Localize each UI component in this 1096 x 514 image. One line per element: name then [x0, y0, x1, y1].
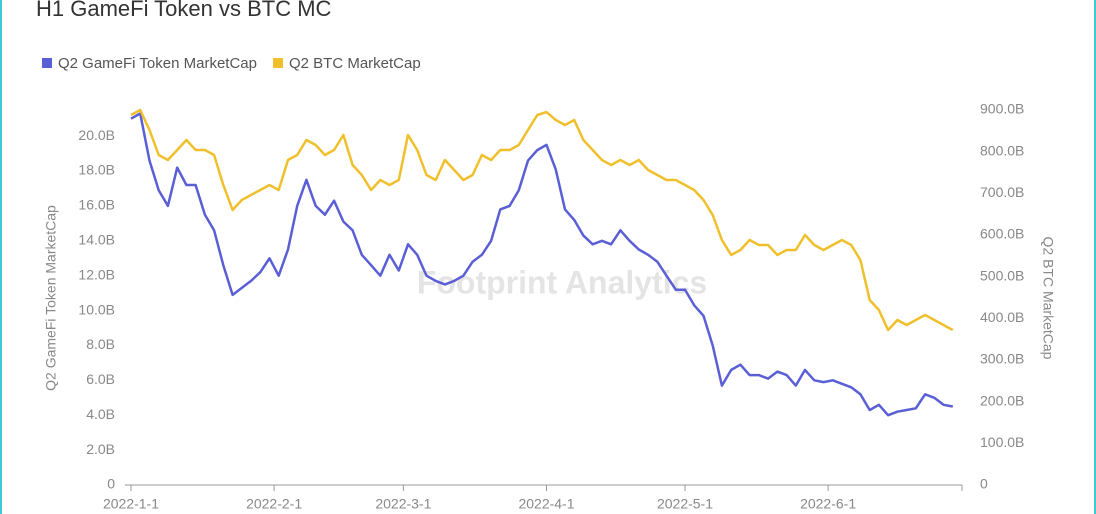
y-tick-label: 16.0B [78, 197, 115, 213]
y2-tick-label: 600.0B [980, 226, 1024, 242]
x-tick-label: 2022-1-1 [103, 496, 159, 512]
y-tick-label: 14.0B [78, 232, 115, 248]
y-tick-label: 12.0B [78, 266, 115, 282]
y2-tick-label: 200.0B [980, 392, 1024, 408]
legend-swatch [42, 58, 52, 68]
x-tick-label: 2022-4-1 [518, 496, 574, 512]
x-tick-label: 2022-5-1 [657, 496, 713, 512]
y-tick-label: 2.0B [86, 441, 115, 457]
y2-tick-label: 400.0B [980, 309, 1024, 325]
y2-tick-label: 900.0B [980, 101, 1024, 117]
y2-tick-label: 100.0B [980, 434, 1024, 450]
y-tick-label: 20.0B [78, 127, 115, 143]
watermark: Footprint Analytics [417, 264, 707, 300]
y-tick-label: 6.0B [86, 371, 115, 387]
y-tick-label: 8.0B [86, 336, 115, 352]
y2-axis-title: Q2 BTC MarketCap [1040, 237, 1056, 360]
y-tick-label: 10.0B [78, 301, 115, 317]
legend-label: Q2 GameFi Token MarketCap [58, 55, 257, 72]
y2-tick-label: 300.0B [980, 351, 1024, 367]
y-tick-label: 4.0B [86, 406, 115, 422]
y2-tick-label: 800.0B [980, 142, 1024, 158]
y2-tick-label: 0 [980, 476, 988, 492]
legend-swatch [272, 58, 283, 68]
series-line [130, 112, 954, 417]
x-tick-label: 2022-2-1 [246, 496, 302, 512]
legend-label: Q2 BTC MarketCap [289, 55, 421, 72]
x-tick-label: 2022-6-1 [800, 496, 856, 512]
y2-tick-label: 700.0B [980, 184, 1024, 200]
y2-tick-label: 500.0B [980, 267, 1024, 283]
series-line [130, 108, 954, 332]
y-tick-label: 0 [107, 476, 115, 492]
y-tick-label: 18.0B [78, 162, 115, 178]
x-tick-label: 2022-3-1 [375, 496, 431, 512]
y-axis-title: Q2 GameFi Token MarketCap [43, 205, 59, 391]
chart-title: H1 GameFi Token vs BTC MC [36, 0, 332, 21]
